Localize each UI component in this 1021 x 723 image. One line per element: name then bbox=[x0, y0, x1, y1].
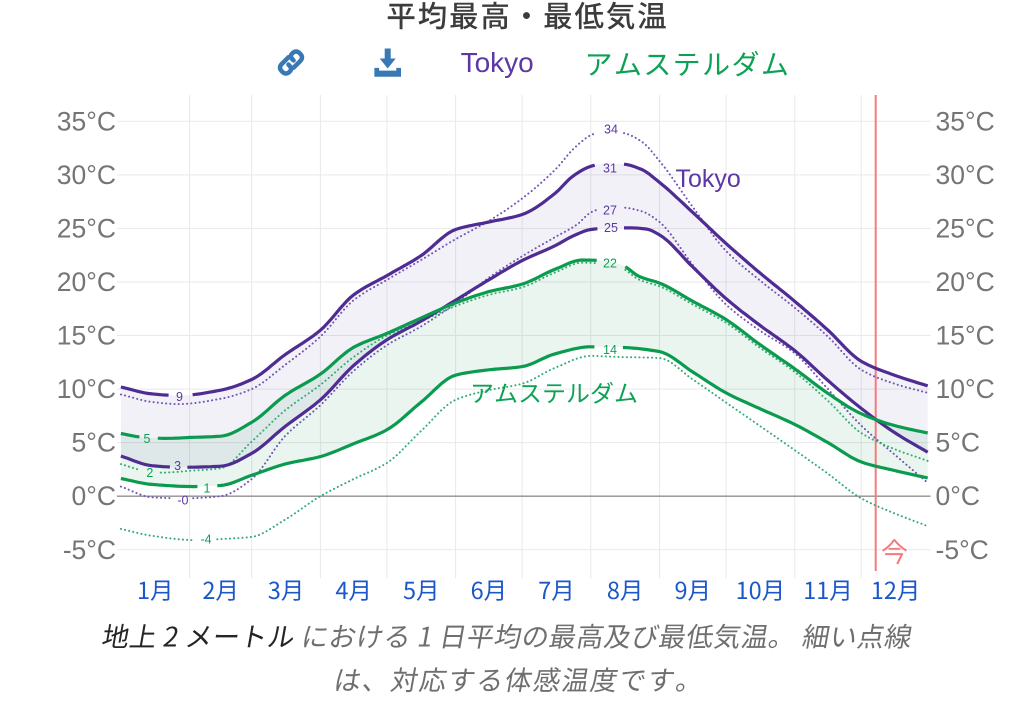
svg-text:3: 3 bbox=[174, 459, 181, 473]
svg-text:5: 5 bbox=[144, 432, 151, 446]
svg-text:-4: -4 bbox=[200, 532, 211, 546]
svg-text:10°C: 10°C bbox=[936, 374, 995, 404]
svg-text:14: 14 bbox=[603, 343, 617, 357]
svg-text:25°C: 25°C bbox=[57, 213, 116, 243]
svg-text:-5°C: -5°C bbox=[63, 535, 116, 565]
svg-text:15°C: 15°C bbox=[57, 321, 116, 351]
svg-text:Tokyo: Tokyo bbox=[461, 47, 534, 78]
svg-text:1: 1 bbox=[204, 482, 211, 496]
svg-text:30°C: 30°C bbox=[936, 160, 995, 190]
svg-text:-5°C: -5°C bbox=[936, 535, 989, 565]
svg-text:22: 22 bbox=[603, 256, 617, 270]
svg-text:15°C: 15°C bbox=[936, 321, 995, 351]
svg-text:34: 34 bbox=[604, 123, 618, 137]
svg-text:25: 25 bbox=[604, 221, 618, 235]
svg-text:9: 9 bbox=[176, 390, 183, 404]
svg-text:31: 31 bbox=[603, 161, 617, 175]
svg-text:25°C: 25°C bbox=[936, 213, 995, 243]
svg-text:0°C: 0°C bbox=[72, 481, 116, 511]
svg-text:20°C: 20°C bbox=[57, 267, 116, 297]
svg-text:27: 27 bbox=[603, 204, 617, 218]
svg-text:Tokyo: Tokyo bbox=[676, 165, 741, 193]
svg-text:0°C: 0°C bbox=[936, 481, 980, 511]
svg-text:20°C: 20°C bbox=[936, 267, 995, 297]
svg-text:35°C: 35°C bbox=[57, 106, 116, 136]
svg-text:-0: -0 bbox=[177, 493, 188, 507]
svg-text:10°C: 10°C bbox=[57, 374, 116, 404]
svg-text:30°C: 30°C bbox=[57, 160, 116, 190]
svg-text:5°C: 5°C bbox=[72, 428, 116, 458]
svg-text:5°C: 5°C bbox=[936, 428, 980, 458]
svg-text:35°C: 35°C bbox=[936, 106, 995, 136]
svg-text:2: 2 bbox=[146, 466, 153, 480]
